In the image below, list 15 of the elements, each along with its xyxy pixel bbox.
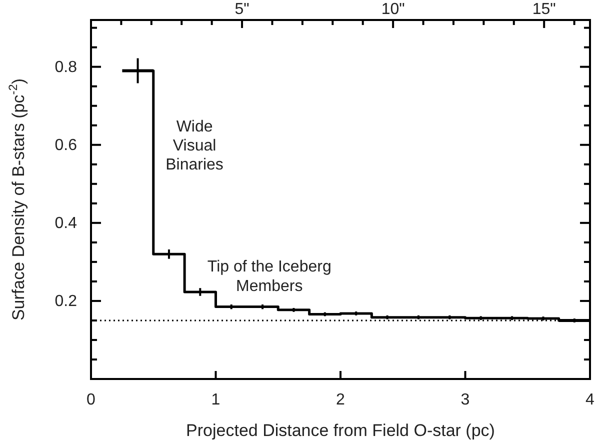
- y-tick-label: 0.8: [54, 58, 78, 76]
- y-tick-label: 0.4: [54, 215, 78, 232]
- x2-tick-label: 5": [234, 1, 250, 18]
- x2-tick-label: 10": [381, 1, 405, 18]
- x-axis-title: Projected Distance from Field O-star (pc): [186, 421, 495, 440]
- x-tick-label: 0: [86, 391, 96, 408]
- x-tick-label: 1: [211, 391, 220, 408]
- y-tick-label: 0.6: [54, 136, 78, 154]
- x-tick-label: 2: [336, 391, 346, 408]
- x-tick-label: 3: [460, 391, 470, 408]
- y-tick-label: 0.2: [54, 293, 78, 310]
- annotation: Tip of the Iceberg Members: [207, 258, 332, 295]
- x-tick-label: 4: [586, 391, 595, 408]
- x2-tick-label: 15": [532, 1, 556, 18]
- annotation: Wide Visual Binaries: [166, 118, 224, 174]
